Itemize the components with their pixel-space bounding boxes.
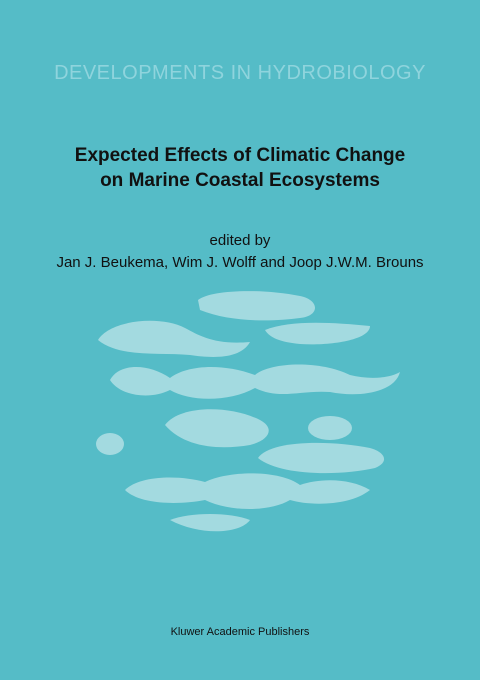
blob bbox=[110, 364, 400, 399]
title-line: on Marine Coastal Ecosystems bbox=[100, 170, 380, 191]
series-title: DEVELOPMENTS IN HYDROBIOLOGY bbox=[54, 62, 426, 84]
blob bbox=[96, 433, 124, 455]
blob bbox=[170, 514, 250, 532]
blob bbox=[98, 320, 250, 357]
blob bbox=[265, 322, 370, 345]
publisher: Kluwer Academic Publishers bbox=[170, 626, 310, 638]
editors: Jan J. Beukema, Wim J. Wolff and Joop J.… bbox=[56, 254, 424, 271]
title-line: Expected Effects of Climatic Change bbox=[74, 145, 406, 166]
blob bbox=[258, 442, 385, 474]
blob bbox=[165, 409, 269, 448]
blob bbox=[308, 416, 352, 440]
edited-by: edited by bbox=[209, 232, 271, 249]
blob bbox=[125, 473, 370, 509]
blob bbox=[198, 291, 315, 321]
